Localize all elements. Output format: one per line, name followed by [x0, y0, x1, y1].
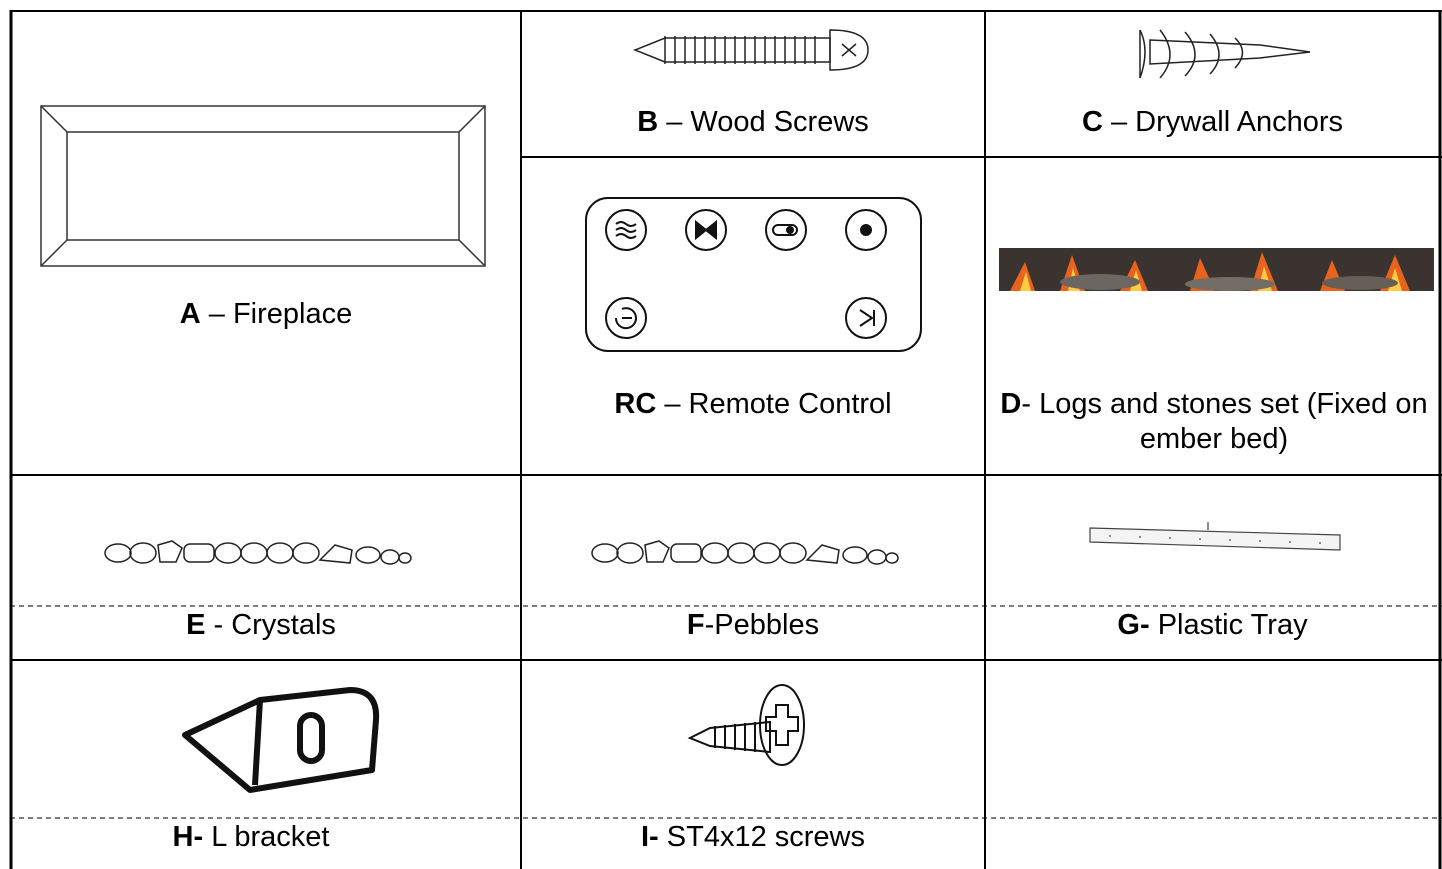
caption-rc: RC – Remote Control — [521, 387, 985, 422]
wood-screw-drawing — [632, 29, 869, 71]
caption-g: G- Plastic Tray — [985, 608, 1440, 643]
caption-a: A – Fireplace — [11, 297, 521, 332]
part-code: H- — [172, 821, 204, 853]
part-label: - Crystals — [205, 609, 336, 641]
part-label: – Remote Control — [656, 388, 892, 420]
tray-drawing — [1089, 522, 1341, 551]
part-code: E — [186, 609, 206, 641]
part-label: ST4x12 screws — [658, 821, 865, 853]
part-label: L bracket — [203, 821, 330, 853]
pebbles-drawing — [591, 540, 899, 565]
caption-d: D- Logs and stones set (Fixed on ember b… — [990, 387, 1438, 457]
caption-e: E - Crystals — [11, 608, 511, 643]
caption-f: F-Pebbles — [521, 608, 985, 643]
part-code: C — [1081, 106, 1103, 138]
part-label: – Wood Screws — [658, 106, 869, 138]
drywall-anchor-drawing — [1139, 29, 1311, 79]
part-code: A — [179, 298, 201, 330]
part-code: D — [1000, 388, 1022, 420]
part-code: B — [637, 106, 659, 138]
table-lines — [9, 10, 1442, 869]
part-code: G- — [1117, 609, 1150, 641]
part-label: - Logs and stones set (Fixed on ember be… — [1021, 388, 1436, 455]
fireplace-drawing — [40, 105, 486, 267]
part-code: I- — [640, 821, 659, 853]
part-code: RC — [614, 388, 657, 420]
part-label: – Fireplace — [200, 298, 353, 330]
part-code: F — [686, 609, 705, 641]
caption-i: I- ST4x12 screws — [521, 820, 985, 855]
remote-drawing — [585, 197, 922, 352]
caption-h: H- L bracket — [11, 820, 491, 855]
crystals-drawing — [104, 540, 412, 565]
caption-b: B – Wood Screws — [521, 105, 985, 140]
caption-c: C – Drywall Anchors — [985, 105, 1440, 140]
part-label: -Pebbles — [704, 609, 820, 641]
part-label: Plastic Tray — [1149, 609, 1308, 641]
bracket-drawing — [182, 687, 380, 793]
logs-image — [999, 248, 1434, 291]
st4-screw-drawing — [687, 684, 805, 766]
part-label: – Drywall Anchors — [1102, 106, 1344, 138]
